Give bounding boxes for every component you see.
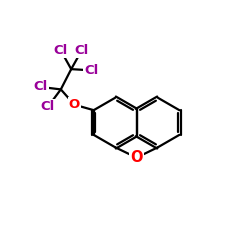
Text: Cl: Cl [84,64,98,77]
Text: O: O [130,150,143,165]
Text: Cl: Cl [54,44,68,57]
Text: O: O [69,98,80,111]
Text: Cl: Cl [41,100,55,113]
Text: Cl: Cl [74,44,89,57]
Text: Cl: Cl [34,80,48,94]
